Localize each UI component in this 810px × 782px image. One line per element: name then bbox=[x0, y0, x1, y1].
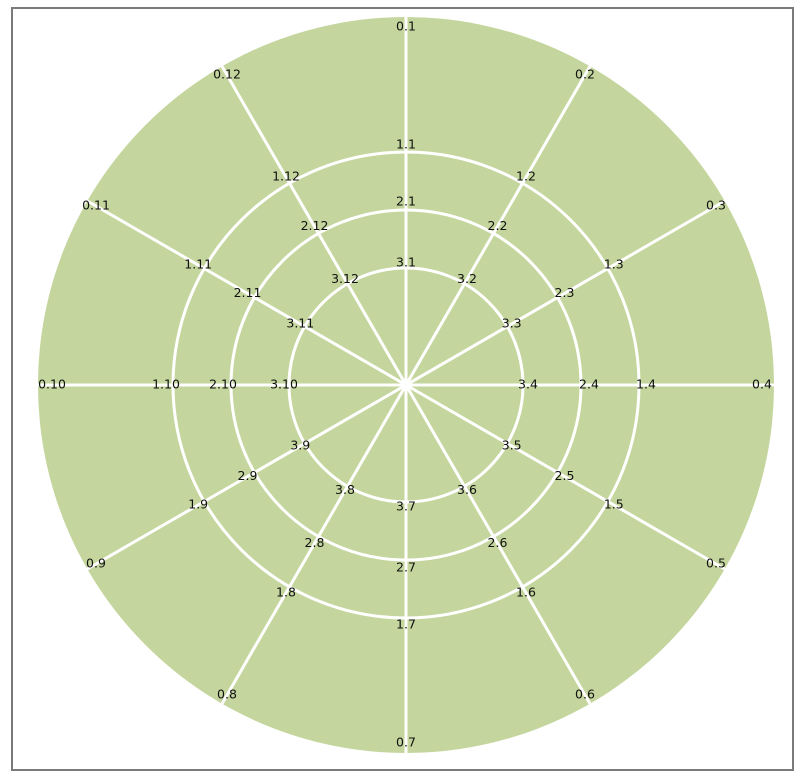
label-1-4: 1.4 bbox=[636, 377, 656, 392]
label-3-4: 3.4 bbox=[518, 377, 538, 392]
label-3-9: 3.9 bbox=[290, 438, 310, 453]
label-2-7: 2.7 bbox=[396, 560, 416, 575]
label-3-3: 3.3 bbox=[502, 316, 522, 331]
label-2-6: 2.6 bbox=[488, 535, 508, 550]
label-3-8: 3.8 bbox=[335, 482, 355, 497]
label-1-12: 1.12 bbox=[272, 169, 300, 184]
label-2-5: 2.5 bbox=[555, 468, 575, 483]
label-2-8: 2.8 bbox=[305, 535, 325, 550]
label-0-5: 0.5 bbox=[706, 556, 726, 571]
label-3-10: 3.10 bbox=[270, 377, 298, 392]
label-1-2: 1.2 bbox=[516, 169, 536, 184]
label-2-12: 2.12 bbox=[301, 218, 329, 233]
label-0-11: 0.11 bbox=[82, 198, 110, 213]
label-2-10: 2.10 bbox=[209, 377, 237, 392]
spoke-2 bbox=[404, 65, 592, 386]
label-1-6: 1.6 bbox=[516, 584, 536, 599]
label-3-2: 3.2 bbox=[457, 271, 477, 286]
spoke-3 bbox=[405, 199, 726, 387]
label-0-7: 0.7 bbox=[396, 735, 416, 750]
spokes bbox=[38, 17, 774, 753]
label-1-9: 1.9 bbox=[188, 497, 208, 512]
label-3-7: 3.7 bbox=[396, 499, 416, 514]
spoke-12 bbox=[220, 65, 408, 386]
label-2-4: 2.4 bbox=[579, 377, 599, 392]
node-labels: 0.1 0.2 0.3 0.4 0.5 0.6 0.7 0.8 0.9 0.10 0.11 0.12 1… bbox=[38, 19, 772, 750]
label-2-2: 2.2 bbox=[488, 218, 508, 233]
label-1-5: 1.5 bbox=[604, 497, 624, 512]
label-0-4: 0.4 bbox=[752, 377, 772, 392]
label-0-3: 0.3 bbox=[706, 198, 726, 213]
label-2-1: 2.1 bbox=[396, 194, 416, 209]
label-1-11: 1.11 bbox=[184, 257, 212, 272]
label-0-8: 0.8 bbox=[217, 687, 237, 702]
label-0-9: 0.9 bbox=[86, 556, 106, 571]
label-1-3: 1.3 bbox=[604, 257, 624, 272]
spoke-8 bbox=[220, 384, 408, 705]
label-1-7: 1.7 bbox=[396, 617, 416, 632]
label-2-3: 2.3 bbox=[555, 285, 575, 300]
spoke-6 bbox=[404, 384, 592, 705]
label-1-1: 1.1 bbox=[396, 137, 416, 152]
label-0-1: 0.1 bbox=[396, 19, 416, 34]
label-0-6: 0.6 bbox=[575, 687, 595, 702]
label-3-5: 3.5 bbox=[502, 438, 522, 453]
label-0-12: 0.12 bbox=[213, 67, 241, 82]
label-1-8: 1.8 bbox=[276, 584, 296, 599]
label-0-10: 0.10 bbox=[38, 377, 66, 392]
label-2-9: 2.9 bbox=[238, 468, 258, 483]
label-3-6: 3.6 bbox=[457, 482, 477, 497]
spoke-11 bbox=[86, 199, 407, 387]
spoke-9 bbox=[86, 383, 407, 571]
label-3-12: 3.12 bbox=[331, 271, 359, 286]
label-2-11: 2.11 bbox=[234, 285, 262, 300]
label-3-1: 3.1 bbox=[396, 255, 416, 270]
spoke-5 bbox=[405, 383, 726, 571]
label-3-11: 3.11 bbox=[286, 316, 314, 331]
label-0-2: 0.2 bbox=[575, 67, 595, 82]
label-1-10: 1.10 bbox=[152, 377, 180, 392]
